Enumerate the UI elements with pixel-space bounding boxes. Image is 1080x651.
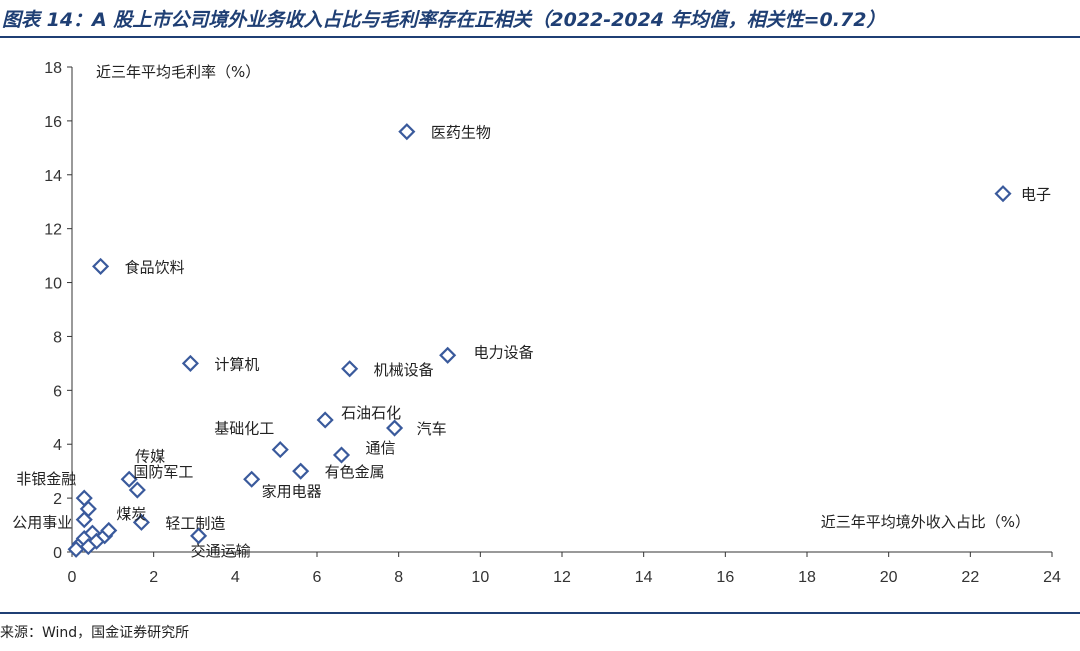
point-label: 传媒	[135, 447, 165, 465]
point-label: 交通运输	[191, 542, 251, 560]
y-tick-label: 10	[44, 276, 62, 293]
y-tick-label: 2	[53, 491, 62, 508]
diamond-marker	[439, 346, 457, 364]
x-tick-label: 12	[553, 569, 571, 586]
point-label: 国防军工	[133, 463, 193, 481]
diamond-marker	[386, 419, 404, 437]
diamond-marker	[190, 527, 208, 545]
point-label: 家用电器	[262, 482, 322, 500]
y-axis-title: 近三年平均毛利率（%）	[96, 63, 260, 81]
y-tick-label: 16	[44, 114, 62, 131]
diamond-marker	[271, 441, 289, 459]
diamond-marker	[243, 470, 261, 488]
x-tick-label: 20	[880, 569, 898, 586]
y-tick-label: 12	[44, 222, 62, 239]
x-tick-label: 18	[798, 569, 816, 586]
diamond-marker	[100, 521, 118, 540]
point-label: 计算机	[214, 355, 259, 373]
x-tick-label: 0	[68, 569, 77, 586]
source-divider	[0, 612, 1080, 614]
diamond-marker	[132, 513, 150, 531]
diamond-marker	[79, 538, 97, 556]
diamond-marker	[181, 354, 199, 372]
point-label: 机械设备	[374, 361, 434, 379]
diamond-marker	[120, 470, 138, 488]
point-label: 食品饮料	[125, 258, 185, 276]
x-tick-label: 16	[716, 569, 734, 586]
x-tick-label: 4	[231, 569, 240, 586]
x-tick-label: 14	[635, 569, 653, 586]
point-label: 通信	[366, 439, 396, 457]
y-tick-label: 4	[53, 437, 62, 454]
x-tick-label: 8	[394, 569, 403, 586]
point-label: 医药生物	[431, 124, 491, 142]
y-tick-label: 0	[53, 545, 62, 562]
diamond-marker	[292, 462, 310, 480]
diamond-marker	[128, 481, 146, 499]
point-label: 电力设备	[474, 343, 534, 361]
diamond-marker	[316, 411, 334, 429]
x-tick-label: 24	[1043, 569, 1061, 586]
point-label: 公用事业	[12, 514, 72, 532]
diamond-marker	[67, 540, 85, 558]
diamond-marker	[994, 185, 1012, 203]
y-tick-label: 14	[44, 168, 62, 185]
point-label: 非银金融	[16, 470, 76, 488]
source-note: 来源：Wind，国金证券研究所	[0, 625, 190, 641]
x-tick-label: 10	[471, 569, 489, 586]
diamond-marker	[332, 446, 351, 464]
x-tick-label: 6	[313, 569, 322, 586]
diamond-marker	[92, 257, 110, 275]
title-bar: 图表 14：A 股上市公司境外业务收入占比与毛利率存在正相关（2022-2024…	[0, 0, 1080, 38]
point-label: 电子	[1021, 186, 1051, 204]
x-tick-label: 2	[149, 569, 158, 586]
chart-title: 图表 14：A 股上市公司境外业务收入占比与毛利率存在正相关（2022-2024…	[2, 9, 886, 31]
y-tick-label: 6	[53, 383, 62, 400]
y-tick-label: 18	[44, 60, 62, 77]
diamond-marker	[341, 360, 359, 378]
x-tick-label: 22	[961, 569, 979, 586]
point-label: 有色金属	[325, 463, 385, 481]
diamond-marker	[398, 123, 416, 141]
point-label: 煤炭	[116, 505, 146, 523]
x-axis-title: 近三年平均境外收入占比（%）	[821, 513, 1030, 531]
diamond-marker	[75, 511, 93, 529]
point-label: 石油石化	[341, 404, 401, 422]
point-label: 轻工制造	[165, 514, 225, 532]
point-label: 基础化工	[214, 420, 274, 438]
y-tick-label: 8	[53, 329, 62, 346]
point-label: 汽车	[417, 420, 447, 438]
data-points	[67, 123, 1012, 558]
